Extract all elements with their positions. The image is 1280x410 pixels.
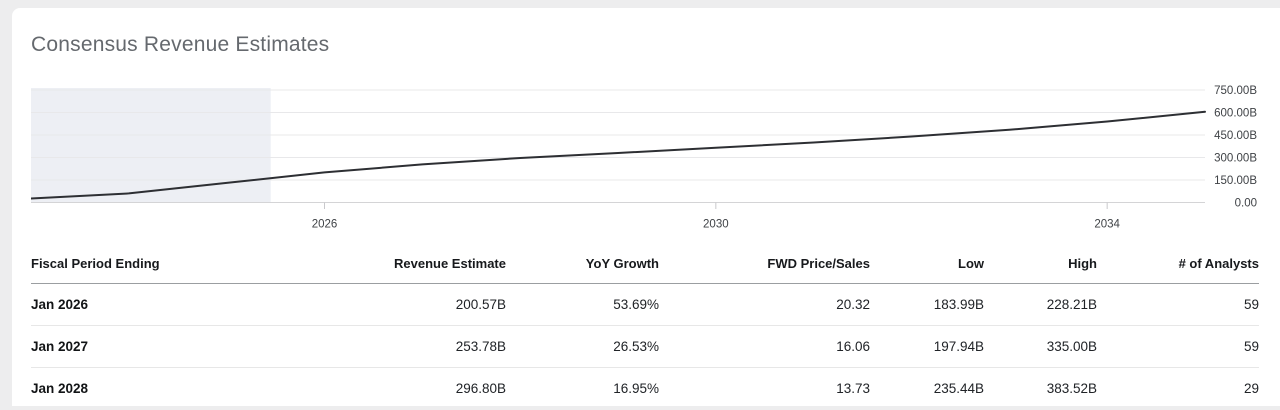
column-header-fiscal-period-ending: Fiscal Period Ending xyxy=(31,255,295,284)
y-axis-label: 0.00 xyxy=(1235,198,1257,210)
y-axis-label: 300.00B xyxy=(1214,153,1257,165)
x-axis-label: 2026 xyxy=(312,219,338,231)
table-cell-of-analysts: 59 xyxy=(1097,326,1259,368)
table-cell-yoy-growth: 16.95% xyxy=(506,368,659,410)
y-axis-label: 600.00B xyxy=(1214,108,1257,120)
table-cell-of-analysts: 29 xyxy=(1097,368,1259,410)
section-title: Consensus Revenue Estimates xyxy=(31,33,1257,57)
fiscal-period-cell: Jan 2028 xyxy=(31,368,295,410)
y-axis-label: 450.00B xyxy=(1214,130,1257,142)
table-cell-of-analysts: 59 xyxy=(1097,284,1259,326)
table-cell-fwd-price-sales: 16.06 xyxy=(659,326,870,368)
table-cell-revenue-estimate: 296.80B xyxy=(295,368,506,410)
table-cell-revenue-estimate: 253.78B xyxy=(295,326,506,368)
table-cell-low: 235.44B xyxy=(870,368,984,410)
x-axis-label: 2030 xyxy=(703,219,729,231)
y-axis-label: 750.00B xyxy=(1214,85,1257,97)
table-cell-yoy-growth: 26.53% xyxy=(506,326,659,368)
fiscal-period-cell: Jan 2026 xyxy=(31,284,295,326)
table-cell-high: 228.21B xyxy=(984,284,1097,326)
column-header-fwd-price-sales: FWD Price/Sales xyxy=(659,255,870,284)
table-cell-revenue-estimate: 200.57B xyxy=(295,284,506,326)
table-cell-low: 183.99B xyxy=(870,284,984,326)
y-axis-label: 150.00B xyxy=(1214,175,1257,187)
x-axis-label: 2034 xyxy=(1094,219,1120,231)
table-cell-fwd-price-sales: 20.32 xyxy=(659,284,870,326)
historical-region-shading xyxy=(31,88,271,203)
revenue-chart[interactable]: 750.00B 600.00B 450.00B 300.00B 150.00B 0.00 2… xyxy=(31,82,1257,230)
fiscal-period-cell: Jan 2027 xyxy=(31,326,295,368)
table-cell-high: 335.00B xyxy=(984,326,1097,368)
consensus-revenue-card: Consensus Revenue Estimates 750.00B 600.0… xyxy=(12,8,1280,406)
revenue-chart-svg[interactable]: 750.00B 600.00B 450.00B 300.00B 150.00B 0.00 2… xyxy=(31,82,1259,230)
column-header-revenue-estimate: Revenue Estimate xyxy=(295,255,506,284)
column-header-of-analysts: # of Analysts xyxy=(1097,255,1259,284)
table-cell-high: 383.52B xyxy=(984,368,1097,410)
column-header-high: High xyxy=(984,255,1097,284)
table-cell-fwd-price-sales: 13.73 xyxy=(659,368,870,410)
table-cell-yoy-growth: 53.69% xyxy=(506,284,659,326)
column-header-yoy-growth: YoY Growth xyxy=(506,255,659,284)
table-cell-low: 197.94B xyxy=(870,326,984,368)
column-header-low: Low xyxy=(870,255,984,284)
